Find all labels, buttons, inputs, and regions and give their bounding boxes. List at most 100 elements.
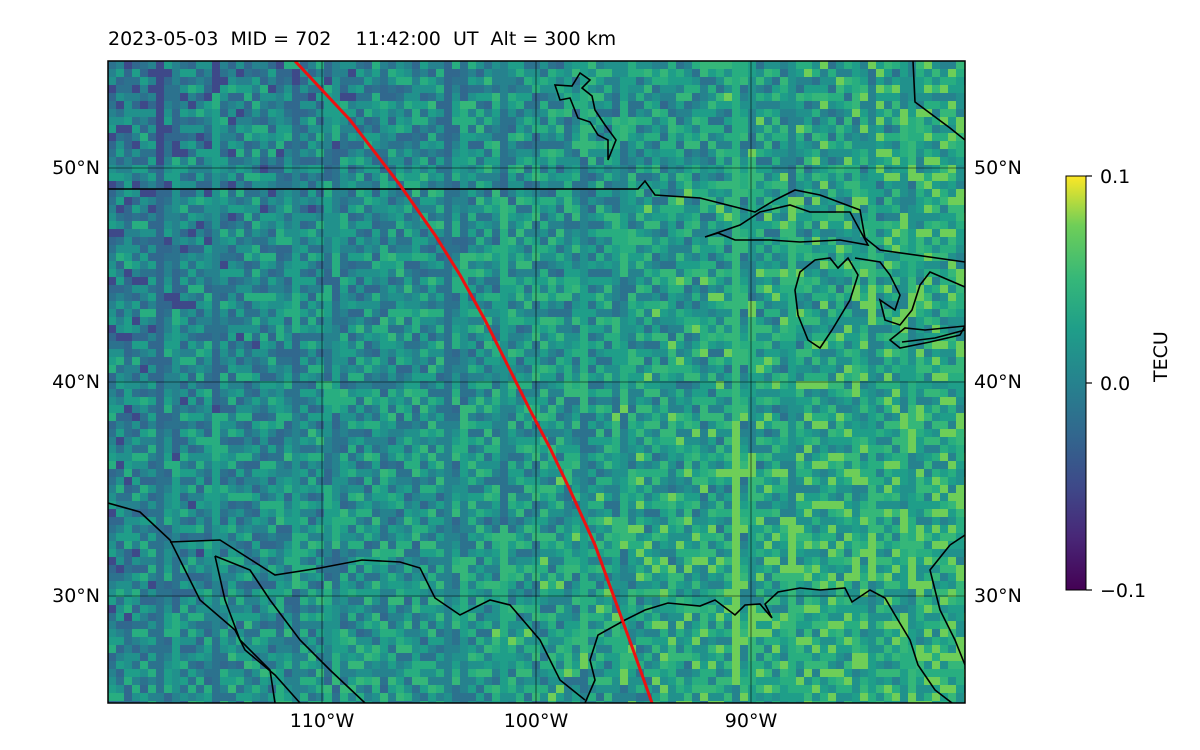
tec-pixel	[404, 109, 412, 117]
tec-pixel	[556, 93, 564, 101]
tec-pixel	[948, 85, 956, 93]
tec-pixel	[196, 181, 204, 189]
tec-pixel	[628, 109, 636, 117]
tec-pixel	[468, 317, 476, 325]
tec-pixel	[756, 173, 764, 181]
tec-pixel	[692, 301, 700, 309]
tec-pixel	[164, 317, 172, 325]
tec-pixel	[652, 157, 660, 165]
tec-pixel	[300, 229, 308, 237]
tec-pixel	[372, 101, 380, 109]
tec-pixel	[132, 285, 140, 293]
tec-pixel	[636, 421, 644, 429]
tec-pixel	[292, 117, 300, 125]
tec-pixel	[732, 69, 740, 77]
tec-pixel	[956, 157, 964, 165]
tec-pixel	[540, 357, 548, 365]
tec-pixel	[332, 213, 340, 221]
tec-pixel	[388, 421, 396, 429]
tec-pixel	[372, 165, 380, 173]
tec-pixel	[284, 181, 292, 189]
tec-pixel	[836, 389, 844, 397]
tec-pixel	[316, 77, 324, 85]
tec-pixel	[668, 421, 676, 429]
tec-pixel	[700, 237, 708, 245]
tec-pixel	[580, 125, 588, 133]
tec-pixel	[492, 229, 500, 237]
tec-pixel	[700, 173, 708, 181]
tec-pixel	[812, 93, 820, 101]
tec-pixel	[660, 285, 668, 293]
tec-pixel	[716, 357, 724, 365]
tec-pixel	[292, 357, 300, 365]
tec-pixel	[212, 333, 220, 341]
tec-pixel	[540, 365, 548, 373]
tec-pixel	[364, 229, 372, 237]
tec-pixel	[932, 189, 940, 197]
tec-pixel	[628, 125, 636, 133]
tec-pixel	[428, 325, 436, 333]
tec-pixel	[284, 261, 292, 269]
tec-pixel	[148, 373, 156, 381]
tec-pixel	[540, 237, 548, 245]
tec-pixel	[468, 205, 476, 213]
tec-pixel	[916, 93, 924, 101]
tec-pixel	[260, 85, 268, 93]
tec-pixel	[860, 149, 868, 157]
tec-pixel	[812, 157, 820, 165]
tec-pixel	[268, 381, 276, 389]
tec-pixel	[212, 173, 220, 181]
tec-pixel	[684, 389, 692, 397]
tec-pixel	[348, 357, 356, 365]
tec-pixel	[676, 285, 684, 293]
tec-pixel	[492, 125, 500, 133]
tec-pixel	[644, 197, 652, 205]
tec-pixel	[604, 253, 612, 261]
tec-pixel	[540, 381, 548, 389]
tec-pixel	[612, 405, 620, 413]
tec-pixel	[484, 293, 492, 301]
tec-pixel	[820, 197, 828, 205]
tec-pixel	[668, 173, 676, 181]
tec-pixel	[324, 189, 332, 197]
tec-pixel	[332, 357, 340, 365]
tec-pixel	[908, 197, 916, 205]
tec-pixel	[852, 317, 860, 325]
tec-pixel	[652, 221, 660, 229]
tec-pixel	[596, 253, 604, 261]
tec-pixel	[620, 197, 628, 205]
tec-pixel	[828, 349, 836, 357]
tec-pixel	[756, 293, 764, 301]
tec-pixel	[404, 101, 412, 109]
tec-pixel	[516, 365, 524, 373]
tec-pixel	[356, 365, 364, 373]
tec-pixel	[868, 317, 876, 325]
tec-pixel	[708, 165, 716, 173]
tec-pixel	[548, 285, 556, 293]
tec-pixel	[644, 413, 652, 421]
tec-pixel	[268, 245, 276, 253]
tec-pixel	[444, 77, 452, 85]
tec-pixel	[844, 149, 852, 157]
tec-pixel	[596, 285, 604, 293]
tec-pixel	[548, 133, 556, 141]
tec-pixel	[900, 77, 908, 85]
tec-pixel	[404, 261, 412, 269]
tec-pixel	[452, 109, 460, 117]
tec-pixel	[892, 213, 900, 221]
tec-pixel	[124, 181, 132, 189]
tec-pixel	[324, 301, 332, 309]
tec-pixel	[596, 381, 604, 389]
tec-pixel	[652, 381, 660, 389]
tec-pixel	[692, 125, 700, 133]
tec-pixel	[164, 237, 172, 245]
tec-pixel	[276, 253, 284, 261]
tec-pixel	[548, 109, 556, 117]
tec-pixel	[572, 253, 580, 261]
tec-pixel	[244, 125, 252, 133]
tec-pixel	[780, 413, 788, 421]
tec-pixel	[516, 229, 524, 237]
tec-pixel	[700, 301, 708, 309]
tec-pixel	[516, 373, 524, 381]
tec-pixel	[796, 245, 804, 253]
